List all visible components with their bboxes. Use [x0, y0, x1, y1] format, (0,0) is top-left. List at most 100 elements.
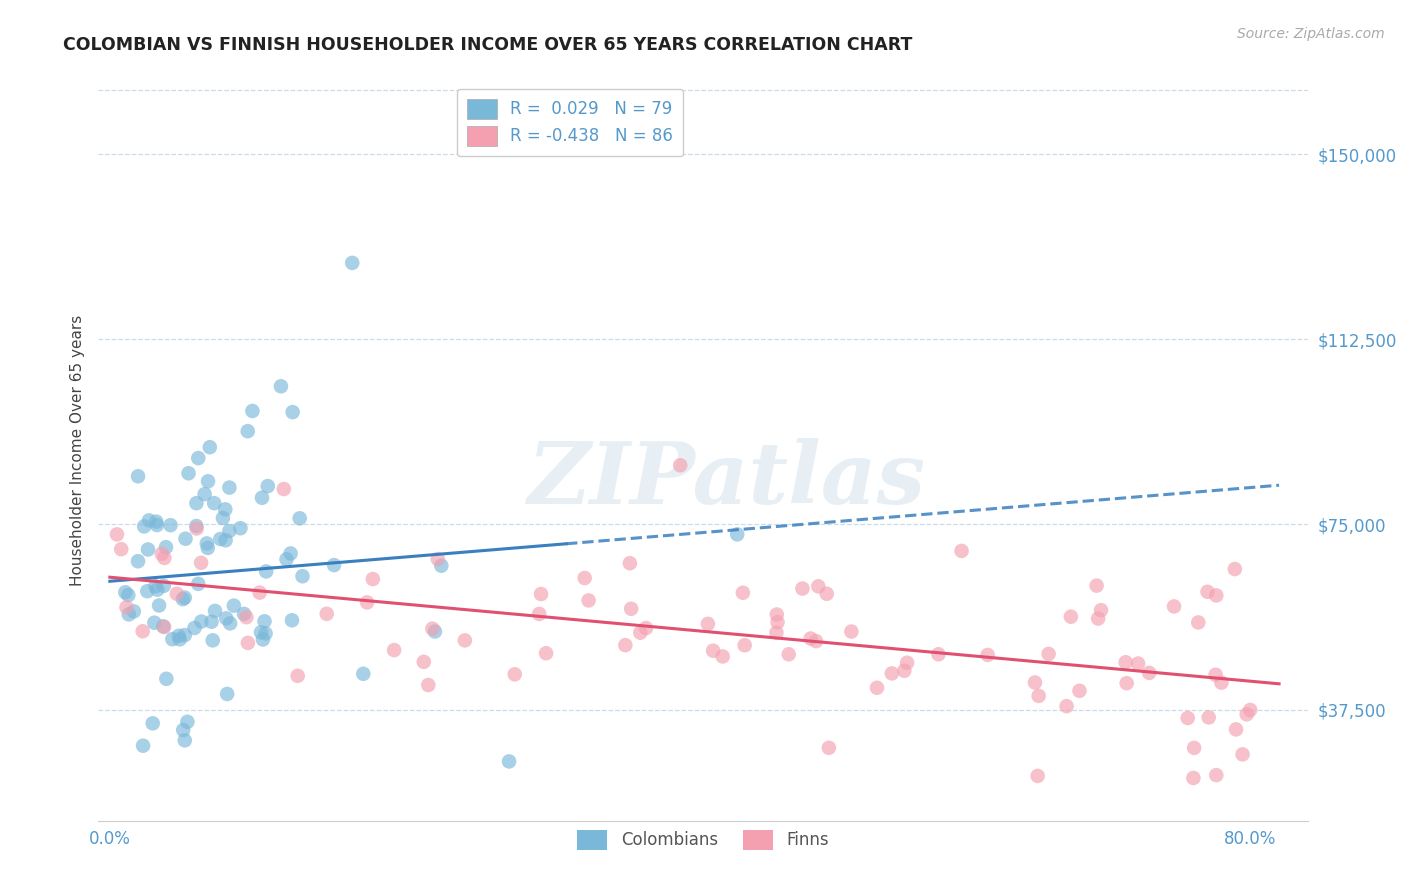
Point	[287, 669, 309, 683]
Point	[1232, 747, 1254, 762]
Point	[132, 739, 155, 753]
Point	[503, 667, 526, 681]
Point	[187, 451, 209, 466]
Point	[236, 424, 259, 438]
Point	[766, 615, 789, 630]
Point	[1211, 675, 1233, 690]
Point	[173, 628, 195, 642]
Text: ZIPatlas: ZIPatlas	[529, 438, 927, 522]
Point	[725, 527, 748, 541]
Point	[187, 577, 209, 591]
Point	[1087, 611, 1109, 625]
Point	[173, 591, 195, 605]
Y-axis label: Householder Income Over 65 years: Householder Income Over 65 years	[69, 315, 84, 586]
Point	[110, 542, 132, 557]
Point	[159, 518, 181, 533]
Point	[117, 588, 139, 602]
Point	[118, 607, 141, 622]
Point	[1205, 667, 1227, 681]
Point	[1115, 676, 1137, 690]
Point	[818, 740, 841, 755]
Point	[209, 532, 232, 546]
Point	[1137, 665, 1160, 680]
Point	[352, 666, 374, 681]
Point	[1090, 603, 1112, 617]
Point	[880, 666, 903, 681]
Point	[1085, 579, 1108, 593]
Point	[172, 723, 194, 737]
Point	[173, 733, 195, 747]
Point	[138, 513, 160, 527]
Point	[1026, 769, 1049, 783]
Point	[280, 546, 302, 560]
Point	[866, 681, 889, 695]
Point	[778, 648, 800, 662]
Point	[1205, 768, 1227, 782]
Point	[146, 582, 169, 597]
Point	[276, 552, 298, 566]
Point	[530, 587, 553, 601]
Point	[418, 678, 440, 692]
Point	[807, 579, 830, 593]
Point	[578, 593, 600, 607]
Point	[1028, 689, 1050, 703]
Point	[634, 621, 657, 635]
Point	[315, 607, 337, 621]
Point	[1056, 699, 1078, 714]
Point	[765, 607, 787, 622]
Point	[896, 656, 918, 670]
Point	[146, 518, 169, 533]
Point	[765, 625, 787, 640]
Point	[143, 615, 166, 630]
Point	[195, 536, 218, 550]
Point	[1182, 740, 1205, 755]
Point	[200, 615, 222, 629]
Point	[105, 527, 128, 541]
Point	[233, 607, 256, 621]
Point	[242, 404, 264, 418]
Point	[574, 571, 596, 585]
Point	[197, 475, 219, 489]
Point	[155, 672, 177, 686]
Point	[217, 687, 239, 701]
Point	[422, 622, 444, 636]
Point	[281, 613, 304, 627]
Point	[1223, 562, 1246, 576]
Point	[1163, 599, 1185, 614]
Point	[198, 440, 221, 454]
Point	[534, 646, 557, 660]
Point	[152, 619, 174, 633]
Point	[150, 547, 173, 561]
Legend: Colombians, Finns: Colombians, Finns	[571, 823, 835, 856]
Point	[122, 604, 145, 618]
Point	[229, 521, 252, 535]
Point	[142, 716, 165, 731]
Point	[1069, 683, 1091, 698]
Point	[1060, 609, 1083, 624]
Point	[734, 638, 756, 652]
Point	[194, 487, 217, 501]
Point	[169, 632, 191, 647]
Point	[215, 611, 238, 625]
Point	[1024, 675, 1046, 690]
Point	[214, 502, 236, 516]
Point	[382, 643, 405, 657]
Point	[270, 379, 292, 393]
Point	[253, 615, 276, 629]
Point	[236, 636, 259, 650]
Point	[186, 521, 208, 535]
Point	[153, 550, 176, 565]
Point	[177, 467, 200, 481]
Point	[252, 632, 274, 647]
Point	[792, 582, 814, 596]
Point	[131, 624, 153, 639]
Point	[1182, 771, 1205, 785]
Point	[190, 615, 212, 629]
Point	[152, 579, 174, 593]
Point	[167, 629, 190, 643]
Point	[620, 601, 643, 615]
Point	[114, 585, 136, 599]
Point	[342, 256, 364, 270]
Point	[250, 491, 273, 505]
Point	[134, 519, 156, 533]
